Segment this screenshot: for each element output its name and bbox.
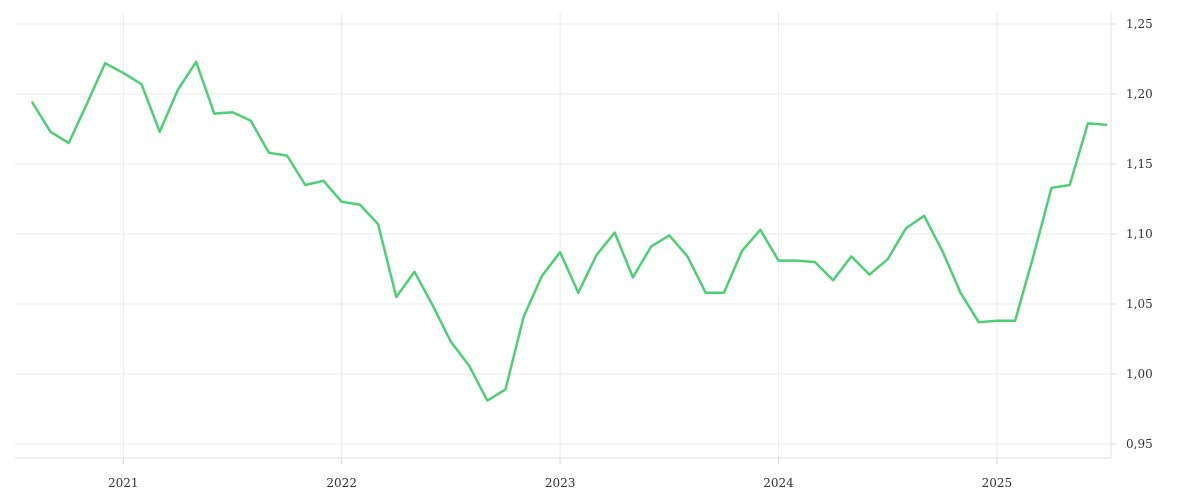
y-tick-label: 1,20	[1126, 87, 1153, 101]
axes	[15, 12, 1116, 464]
x-tick-label: 2021	[108, 476, 139, 490]
x-tick-label: 2024	[763, 476, 794, 490]
series-layer	[31, 60, 1108, 402]
grid-lines	[15, 12, 1111, 458]
y-tick-label: 1,00	[1126, 367, 1153, 381]
x-tick-label: 2025	[982, 476, 1013, 490]
tick-labels: 0,95 1,00 1,05 1,10 1,15 1,20 1,25 2021 2022 2023…	[108, 17, 1153, 490]
y-tick-label: 1,10	[1126, 227, 1153, 241]
x-tick-label: 2023	[545, 476, 576, 490]
x-tick-label: 2022	[326, 476, 357, 490]
series-line	[31, 60, 1108, 402]
y-tick-label: 1,25	[1126, 17, 1153, 31]
y-tick-label: 1,05	[1126, 297, 1153, 311]
y-tick-label: 1,15	[1126, 157, 1153, 171]
y-tick-label: 0,95	[1126, 437, 1153, 451]
